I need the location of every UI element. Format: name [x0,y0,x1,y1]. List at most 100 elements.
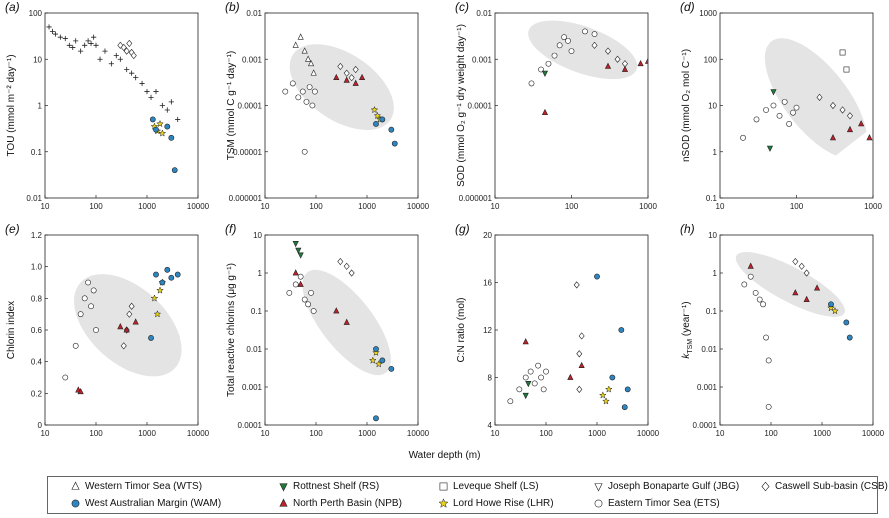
data-point-npb [297,280,304,287]
data-point-jbg-wts [52,31,59,37]
data-point-npb [813,284,821,291]
x-tick-label: 100 [764,429,778,438]
data-point-ets [311,88,318,95]
legend-label: North Perth Basin (NPB) [293,498,402,509]
data-point-wam [148,335,154,341]
panel-c: 10 100 1000 0.000001 0.0001 0.001 0.01 (c) SOD (… [455,0,657,211]
y-tick-label: 8 [488,374,493,383]
data-point-wam [388,126,395,133]
data-point-wam [159,279,166,286]
data-point-ets [507,398,514,405]
x-tick-label: 10 [41,202,50,211]
y-tick-label: 12 [483,326,492,335]
data-point-npb [77,387,84,395]
y-tick-label: 16 [483,279,492,288]
data-point-npb [604,62,612,69]
data-point-npb [123,326,130,333]
data-point-wam [621,404,628,411]
data-point-ets [756,296,763,303]
data-point-csb [798,262,805,270]
y-tick-label: 1 [38,102,43,111]
y-tick-label: 0.01 [476,9,492,18]
data-point-csb [343,262,350,270]
data-point-wam [164,266,171,273]
data-point-npb [358,73,366,81]
data-point-ets [310,308,317,314]
axes-frame [494,234,649,426]
data-point-lhr [604,385,613,393]
y-tick-label: 0.01 [246,9,262,18]
data-point-ets [781,98,788,105]
panel-label: (e) [5,222,20,236]
y-tick-label: 0.000001 [459,194,493,203]
x-tick-label: 1000 [138,202,156,211]
data-point-ets [301,148,308,155]
legend-box: Western Timor Sea (WTS) Rottnest Shelf (R… [47,476,888,514]
y-axis-label: Total reactive chlorins (μg g⁻¹) [226,263,237,397]
data-point-ets [568,48,575,55]
y-tick-label: 1 [258,269,263,278]
data-point-ets [516,386,523,393]
data-point-jbg-wts [88,40,94,47]
y-tick-label: 0.0001 [238,421,263,430]
legend-marker [594,483,603,492]
data-point-ls [839,49,846,56]
legend-item: North Perth Basin (NPB) [278,498,402,509]
data-point-jbg-wts [66,42,72,48]
data-point-rs [522,392,529,400]
data-point-npb [343,76,350,83]
x-tick-label: 1000 [864,202,882,211]
data-point-lhr [156,119,164,128]
data-point-ets [528,80,535,87]
legend-marker [279,483,288,492]
data-point-wts [307,59,315,67]
axes-frame [264,234,419,426]
data-point-npb [644,57,648,64]
x-tick-label: 100 [89,202,103,211]
data-point-npb [578,361,585,369]
data-point-npb [343,318,350,325]
x-tick-label: 1000 [358,429,376,438]
y-tick-label: 0.0001 [238,102,263,111]
panel-d: 10 100 1000 0.1 1 10 100 1000 (d) nSOD (mmol O₂ m… [680,0,882,211]
data-point-jbg-wts [148,94,154,100]
legend-marker-icon [71,481,80,490]
y-tick-label: 0.00001 [233,148,262,157]
data-point-ets [77,311,84,318]
data-point-jbg-wts [70,44,76,51]
data-point-ets [765,357,772,364]
data-point-wam [149,116,156,123]
panel-label: (d) [680,0,695,14]
data-point-npb [541,108,549,116]
panel-label: (b) [225,0,240,14]
x-tick-label: 100 [309,202,323,211]
data-point-ets [295,94,302,101]
data-point-ets [793,104,800,111]
data-point-ets [565,37,571,44]
data-point-ets [72,342,79,349]
legend-marker [71,481,80,490]
data-point-csb [578,332,585,340]
legend-marker-icon [279,498,288,507]
data-point-rs [766,145,774,152]
data-point-jbg-wts [113,52,119,59]
x-tick-label: 1000 [358,202,376,211]
data-point-wam [594,273,600,280]
x-tick-label: 1000 [813,429,831,438]
data-point-ets [289,80,296,87]
y-tick-label: 100 [29,9,43,18]
data-point-lhr [831,306,839,315]
panel-label: (c) [455,0,469,14]
legend-item: Caswell Sub-basin (CSB) [760,481,888,492]
y-tick-label: 0.1 [706,307,718,316]
data-point-npb [333,307,340,314]
data-point-npb [117,323,124,330]
x-tick-label: 100 [790,202,804,211]
y-tick-label: 0.01 [26,194,42,203]
data-point-wam [153,126,159,133]
x-tick-label: 100 [565,202,579,211]
data-point-csb [591,41,598,49]
data-point-ls [843,66,850,73]
data-point-jbg-wts [78,48,84,54]
data-point-jbg-wts [82,42,88,48]
